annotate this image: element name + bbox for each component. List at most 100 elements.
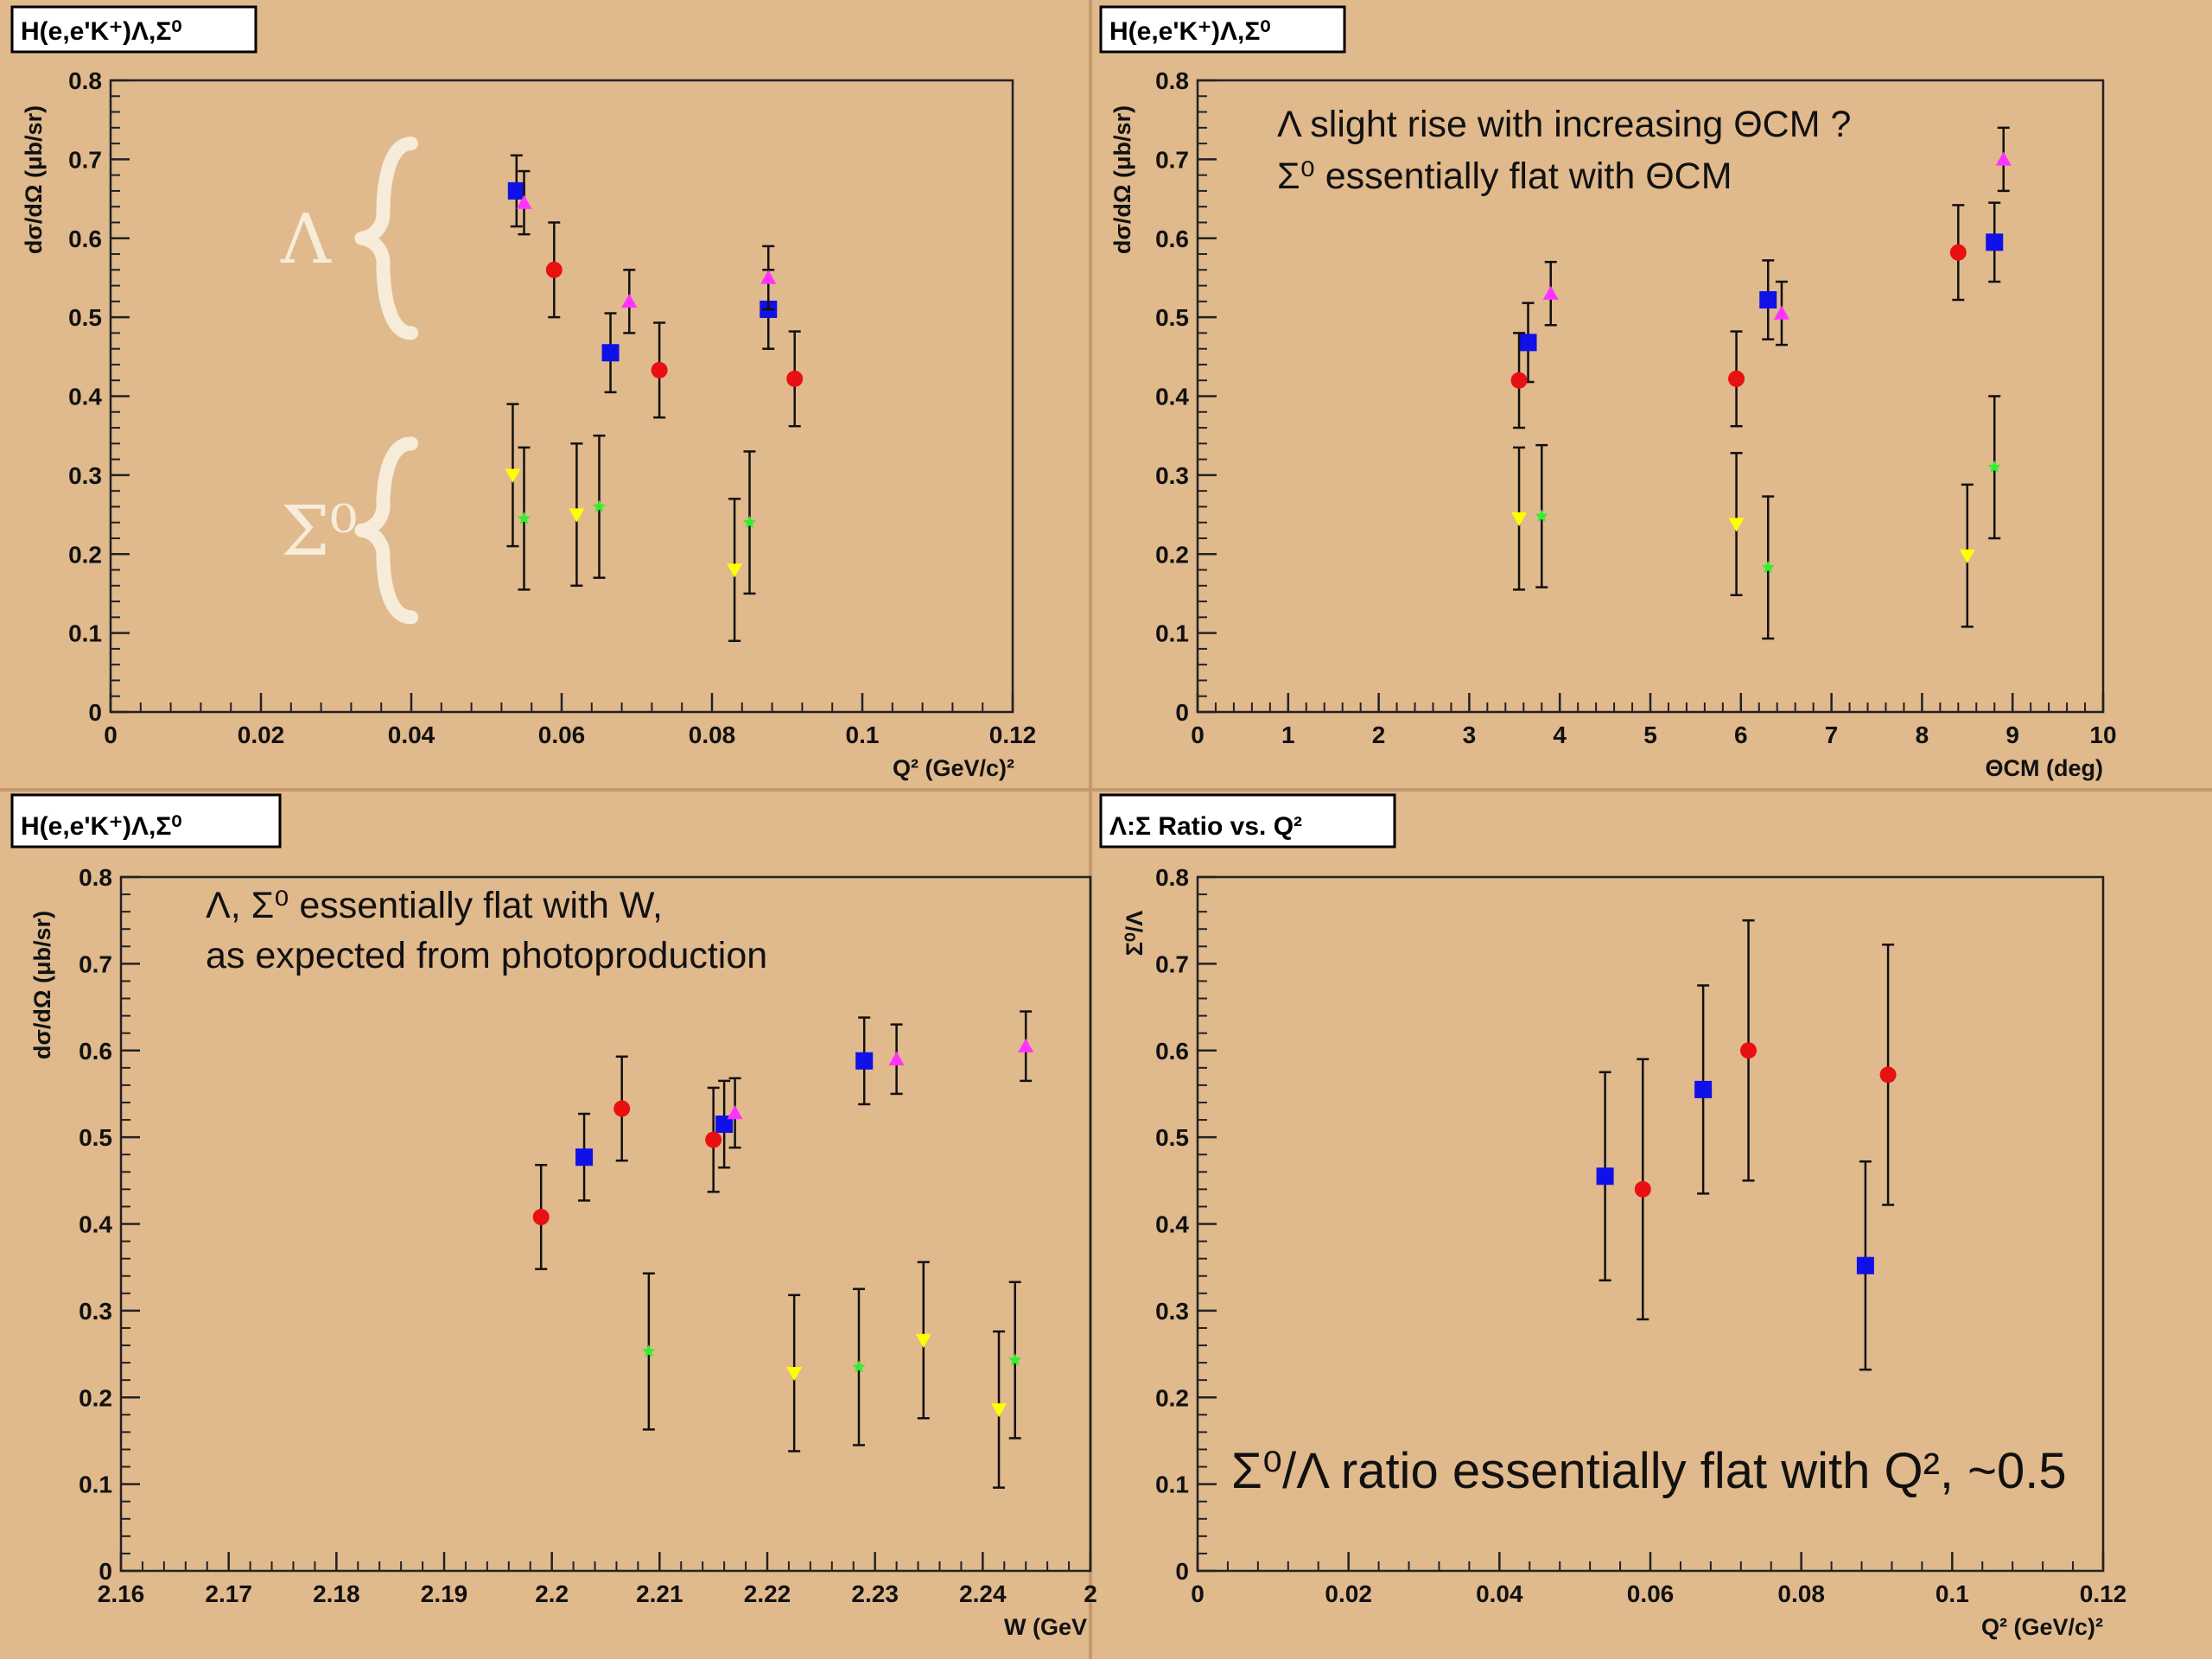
data-point-square	[855, 1052, 874, 1070]
x-tick-label: 9	[2005, 721, 2019, 748]
x-tick-label: 10	[2089, 721, 2116, 748]
y-tick-label: 0.3	[68, 462, 102, 489]
data-point-square	[1759, 291, 1777, 309]
x-tick-label: 0.08	[1777, 1580, 1825, 1607]
y-tick-label: 0.2	[68, 541, 102, 568]
y-tick-label: 0.2	[79, 1384, 112, 1411]
series-triangle-up	[1542, 126, 2012, 346]
data-point-star	[852, 1360, 866, 1373]
data-point-star	[1535, 509, 1548, 522]
y-tick-label: 0.1	[68, 620, 102, 647]
data-point-star	[517, 512, 531, 524]
y-tick-label: 0.2	[1155, 1384, 1189, 1411]
data-point-triangle-up	[1995, 151, 2012, 166]
panel-title-frame	[1099, 5, 1346, 54]
data-point-triangle-up	[760, 270, 777, 284]
data-point-star	[1987, 460, 2001, 474]
x-tick-label: 0.04	[1476, 1580, 1523, 1607]
data-point-triangle-down	[991, 1403, 1007, 1418]
data-point-triangle-up	[727, 1105, 743, 1120]
y-tick-label: 0.7	[68, 146, 102, 173]
x-tick-label: 2.22	[744, 1580, 791, 1607]
annotation-text: Σ⁰ essentially flat with ΘCM	[1277, 156, 1732, 197]
data-point-square	[601, 344, 620, 362]
x-tick-label: 0.12	[989, 721, 1037, 748]
panel-title-box: Λ:Σ Ratio vs. Q²	[1099, 793, 1396, 849]
data-point-circle	[532, 1208, 550, 1225]
x-axis-title: Q² (GeV/c)²	[1981, 1614, 2103, 1640]
y-tick-label: 0.7	[1155, 146, 1189, 173]
data-point-square	[507, 181, 525, 200]
y-tick-label: 0.7	[1155, 950, 1189, 977]
data-point-triangle-up	[1773, 305, 1789, 320]
y-tick-label: 0.2	[1155, 541, 1189, 568]
x-tick-label: 2.18	[313, 1580, 360, 1607]
y-tick-label: 0.5	[79, 1124, 112, 1151]
data-point-square	[1986, 233, 2004, 251]
x-tick-label: 2.17	[205, 1580, 252, 1607]
y-tick-label: 0.4	[68, 384, 102, 410]
x-tick-label: 3	[1463, 721, 1477, 748]
x-tick-label: 1	[1281, 721, 1295, 748]
x-tick-label: 0.06	[1627, 1580, 1675, 1607]
y-axis-title: dσ/dΩ (μb/sr)	[1109, 105, 1135, 254]
x-tick-label: 0.1	[846, 721, 880, 748]
chart-panel-2: H(e,e'K⁺)Λ,Σ⁰ 0 0.1 0.2 0.3 0.4 0.5 0.6 0.7 0.8 0 1…	[1099, 5, 2117, 781]
y-tick-label: 0.5	[1155, 1124, 1189, 1151]
y-tick-label: 0.3	[79, 1298, 112, 1325]
y-tick-label: 0.8	[79, 864, 112, 891]
y-tick-label: 0.8	[1155, 67, 1189, 94]
y-tick-label: 0.3	[1155, 462, 1189, 489]
data-point-triangle-down	[1728, 518, 1745, 532]
data-point-square	[1519, 334, 1537, 352]
x-tick-label: 0	[1191, 721, 1205, 748]
x-tick-label: 2.23	[851, 1580, 899, 1607]
series-circle	[1634, 918, 1897, 1321]
data-point-circle	[1879, 1066, 1897, 1084]
x-tick-label: 8	[1916, 721, 1929, 748]
data-point-star	[1008, 1353, 1022, 1366]
y-tick-label: 0.6	[1155, 226, 1189, 252]
series-star	[1535, 395, 2001, 640]
panel-title-frame	[10, 793, 282, 849]
y-tick-label: 0.5	[68, 304, 102, 331]
x-tick-label: 7	[1825, 721, 1839, 748]
data-point-star	[742, 515, 757, 529]
data-point-square	[1596, 1167, 1614, 1185]
x-tick-label: 5	[1643, 721, 1657, 748]
data-point-triangle-down	[786, 1366, 803, 1382]
y-axis-title: dσ/dΩ (μb/sr)	[21, 105, 47, 254]
y-tick-label: 0.1	[79, 1471, 112, 1498]
data-point-circle	[1634, 1180, 1651, 1198]
annotation-text: Σ⁰/Λ ratio essentially flat with Q², ~0.…	[1231, 1443, 2067, 1499]
series-triangle-down	[505, 403, 743, 643]
series-circle	[545, 221, 804, 428]
chart-panel-4: Λ:Σ Ratio vs. Q² 0 0.1 0.2 0.3 0.4 0.5 0.6 0.7 0.…	[1099, 793, 2126, 1640]
data-point-triangle-down	[915, 1333, 931, 1349]
x-tick-label: 0	[1191, 1580, 1205, 1607]
y-tick-label: 0.6	[68, 226, 102, 252]
series-triangle-down	[1511, 446, 1975, 628]
data-point-triangle-up	[1542, 285, 1559, 300]
series-star	[517, 434, 757, 595]
data-point-circle	[705, 1131, 722, 1148]
data-point-circle	[786, 370, 804, 387]
x-tick-label: 2	[1084, 1580, 1097, 1607]
x-tick-label: 2.2	[535, 1580, 569, 1607]
panel-title-box: H(e,e'K⁺)Λ,Σ⁰	[10, 5, 257, 54]
x-tick-label: 0.08	[689, 721, 736, 748]
x-tick-label: 0.1	[1936, 1580, 1969, 1607]
y-tick-label: 0.6	[79, 1038, 112, 1065]
brace-label: Σ⁰	[281, 491, 358, 571]
y-tick-label: 0.5	[1155, 304, 1189, 331]
y-tick-label: 0.4	[1155, 384, 1189, 410]
x-tick-label: 0.04	[388, 721, 435, 748]
panel-title-frame	[10, 5, 257, 54]
x-tick-label: 2.16	[98, 1580, 145, 1607]
y-tick-label: 0	[1175, 1558, 1189, 1585]
chart-panel-1: H(e,e'K⁺)Λ,Σ⁰ 0 0.1 0.2 0.3 0.4 0.5 0.6 0.7 0.8 0 0…	[10, 5, 1037, 781]
series-square	[1596, 984, 1874, 1371]
panel-title-box: H(e,e'K⁺)Λ,Σ⁰	[10, 793, 282, 849]
x-tick-label: 0.02	[1325, 1580, 1372, 1607]
data-point-circle	[1728, 370, 1745, 387]
